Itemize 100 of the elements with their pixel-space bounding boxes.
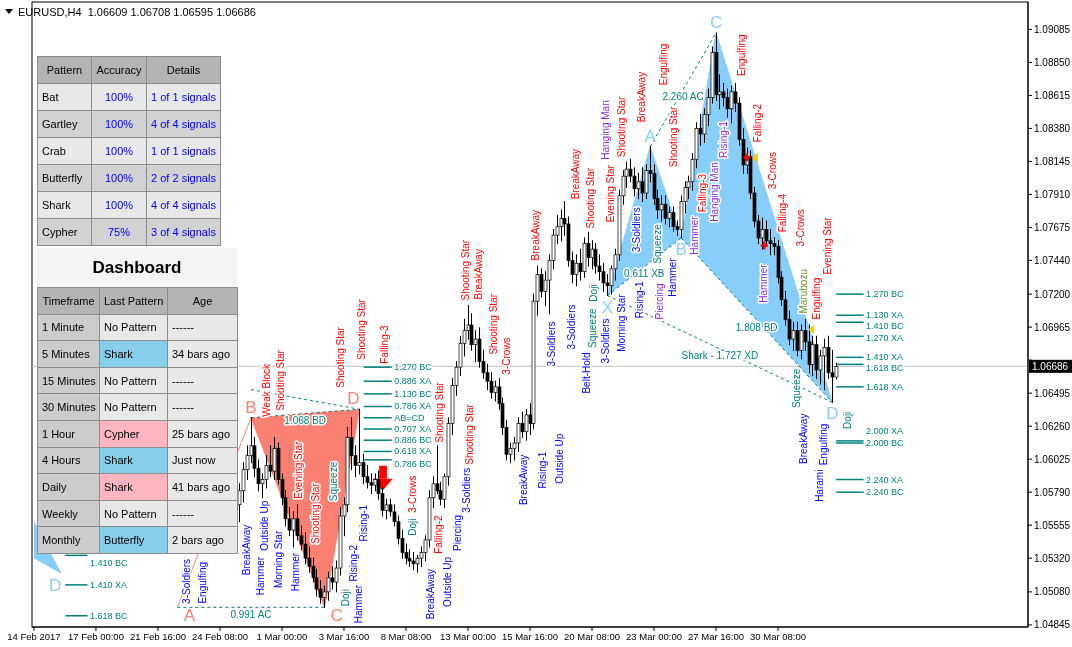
annotation: Shark <box>99 473 168 501</box>
annotation: Doji <box>587 284 599 302</box>
annotation: Weak Block <box>260 363 272 417</box>
annotation: ------ <box>167 393 238 421</box>
annotation: Rising-1 <box>536 451 548 489</box>
annotation: Squeeze <box>587 308 599 348</box>
annotation: Outside Up <box>553 433 565 484</box>
annotation: BreakAway <box>473 249 485 300</box>
annotation: Rising-1 <box>717 120 729 158</box>
annotation: Shooting Star <box>615 96 627 158</box>
annotation: BreakAway <box>240 524 252 576</box>
ref-line-label: 1.618 XA <box>866 381 904 392</box>
annotation: BreakAway <box>798 413 810 464</box>
ref-line-label: 1.410 XA <box>90 579 128 590</box>
annotation: 100% <box>91 191 147 219</box>
annotation: Evening Star <box>604 164 616 223</box>
annotation: Piercing <box>653 283 665 320</box>
annotation: Hammer <box>667 257 679 297</box>
ref-line-label: 0.886 XA <box>394 376 432 387</box>
annotation: 30 Minutes <box>37 393 100 421</box>
annotation: Shooting Star <box>274 349 286 411</box>
y-tick-label: 1.08615 <box>1034 89 1071 101</box>
ref-line-label: 1.270 BC <box>394 362 433 373</box>
y-tick-label: 1.05080 <box>1034 586 1071 598</box>
x-tick-label: 13 Mar 00:00 <box>440 630 496 642</box>
annotation: BreakAway <box>518 454 530 506</box>
annotation: Falling-2 <box>752 103 764 143</box>
y-tick-label: 1.04845 <box>1034 619 1071 631</box>
chart-title: EURUSD,H4 1.06609 1.06708 1.06595 1.06686 <box>18 6 256 18</box>
annotation: 100% <box>91 83 147 111</box>
annotation: Daily <box>37 473 100 501</box>
annotation: Doji <box>841 411 853 429</box>
annotation: 41 bars ago <box>167 473 238 501</box>
x-tick-label: 8 Mar 08:00 <box>380 630 432 642</box>
x-tick-label: 30 Mar 08:00 <box>750 630 807 642</box>
ref-line-label: 1.270 XA <box>866 333 904 344</box>
annotation: Shark <box>99 447 168 474</box>
x-tick-label: 21 Feb 16:00 <box>129 630 186 642</box>
ref-line-label: 2.000 BC <box>866 438 905 449</box>
ref-line-label: 1.130 XA <box>866 310 904 321</box>
annotation: 3-Crows <box>767 152 779 190</box>
annotation: Shooting Star <box>433 381 445 443</box>
data-label: A <box>183 606 196 626</box>
data-label: B <box>675 239 687 259</box>
annotation: Hammer <box>255 556 267 596</box>
ref-line-label: 1.410 BC <box>90 558 129 569</box>
annotation: 1 Minute <box>37 314 100 341</box>
ref-line-label: 1.618 BC <box>866 363 905 374</box>
annotation: Belt-Hold <box>580 352 592 394</box>
annotation: Monthly <box>37 526 100 554</box>
annotation: Gartley <box>37 110 92 138</box>
annotation: 3-Crows <box>406 475 418 513</box>
annotation: Engulfing <box>810 277 822 320</box>
annotation: Squeeze <box>791 368 803 409</box>
annotation: Falling-3 <box>697 173 709 213</box>
annotation: Hammer <box>757 263 769 303</box>
data-label: D <box>826 404 839 424</box>
annotation: Piercing <box>452 514 464 551</box>
ref-line-label: 2.240 BC <box>866 487 905 498</box>
annotation: Engulfing <box>817 423 829 466</box>
annotation: Hammer <box>352 584 364 624</box>
x-tick-label: 20 Mar 08:00 <box>564 630 620 642</box>
y-tick-label: 1.05555 <box>1034 519 1071 531</box>
x-tick-label: 24 Feb 08:00 <box>191 630 248 642</box>
ref-line-label: 1.06686 <box>1032 360 1069 372</box>
annotation: No Pattern <box>99 314 168 341</box>
x-tick-label: 17 Feb 00:00 <box>67 630 124 642</box>
annotation: ------ <box>167 314 238 341</box>
y-tick-label: 1.07200 <box>1034 288 1071 300</box>
y-tick-label: 1.06260 <box>1034 420 1071 432</box>
annotation: BreakAway <box>570 148 582 200</box>
ref-line-label: 0.618 XA <box>394 446 432 457</box>
annotation: Weekly <box>37 500 100 527</box>
annotation: 25 bars ago <box>167 420 238 448</box>
annotation: Falling-3 <box>379 324 391 364</box>
annotation: 3-Soldiers <box>546 321 558 367</box>
annotation: Bat <box>37 83 92 111</box>
annotation: 5 Minutes <box>37 340 100 368</box>
annotation: Accuracy <box>91 56 147 84</box>
x-tick-label: 14 Feb 2017 <box>7 630 61 642</box>
y-tick-label: 1.05320 <box>1034 552 1071 564</box>
annotation: Engulfing <box>736 34 747 77</box>
annotation: Butterfly <box>99 526 168 554</box>
annotation: Crab <box>37 137 92 165</box>
annotation: Engulfing <box>658 43 670 86</box>
y-tick-label: 1.06965 <box>1034 321 1071 333</box>
annotation: Shooting Star <box>356 298 368 360</box>
annotation: 100% <box>91 110 147 138</box>
annotation: Morning Star <box>273 530 285 589</box>
annotation: No Pattern <box>99 393 168 421</box>
y-tick-label: 1.08850 <box>1034 56 1071 68</box>
x-tick-label: 15 Mar 16:00 <box>502 630 558 642</box>
annotation: 4 Hours <box>37 447 100 474</box>
annotation: 1 of 1 signals <box>146 83 221 111</box>
annotation: Timeframe <box>37 287 100 315</box>
annotation: 15 Minutes <box>37 367 100 394</box>
annotation: 4 of 4 signals <box>146 110 221 138</box>
annotation: Doji <box>406 518 418 536</box>
annotation: 1 of 1 signals <box>146 137 221 165</box>
annotation: 3-Soldiers <box>180 558 192 604</box>
